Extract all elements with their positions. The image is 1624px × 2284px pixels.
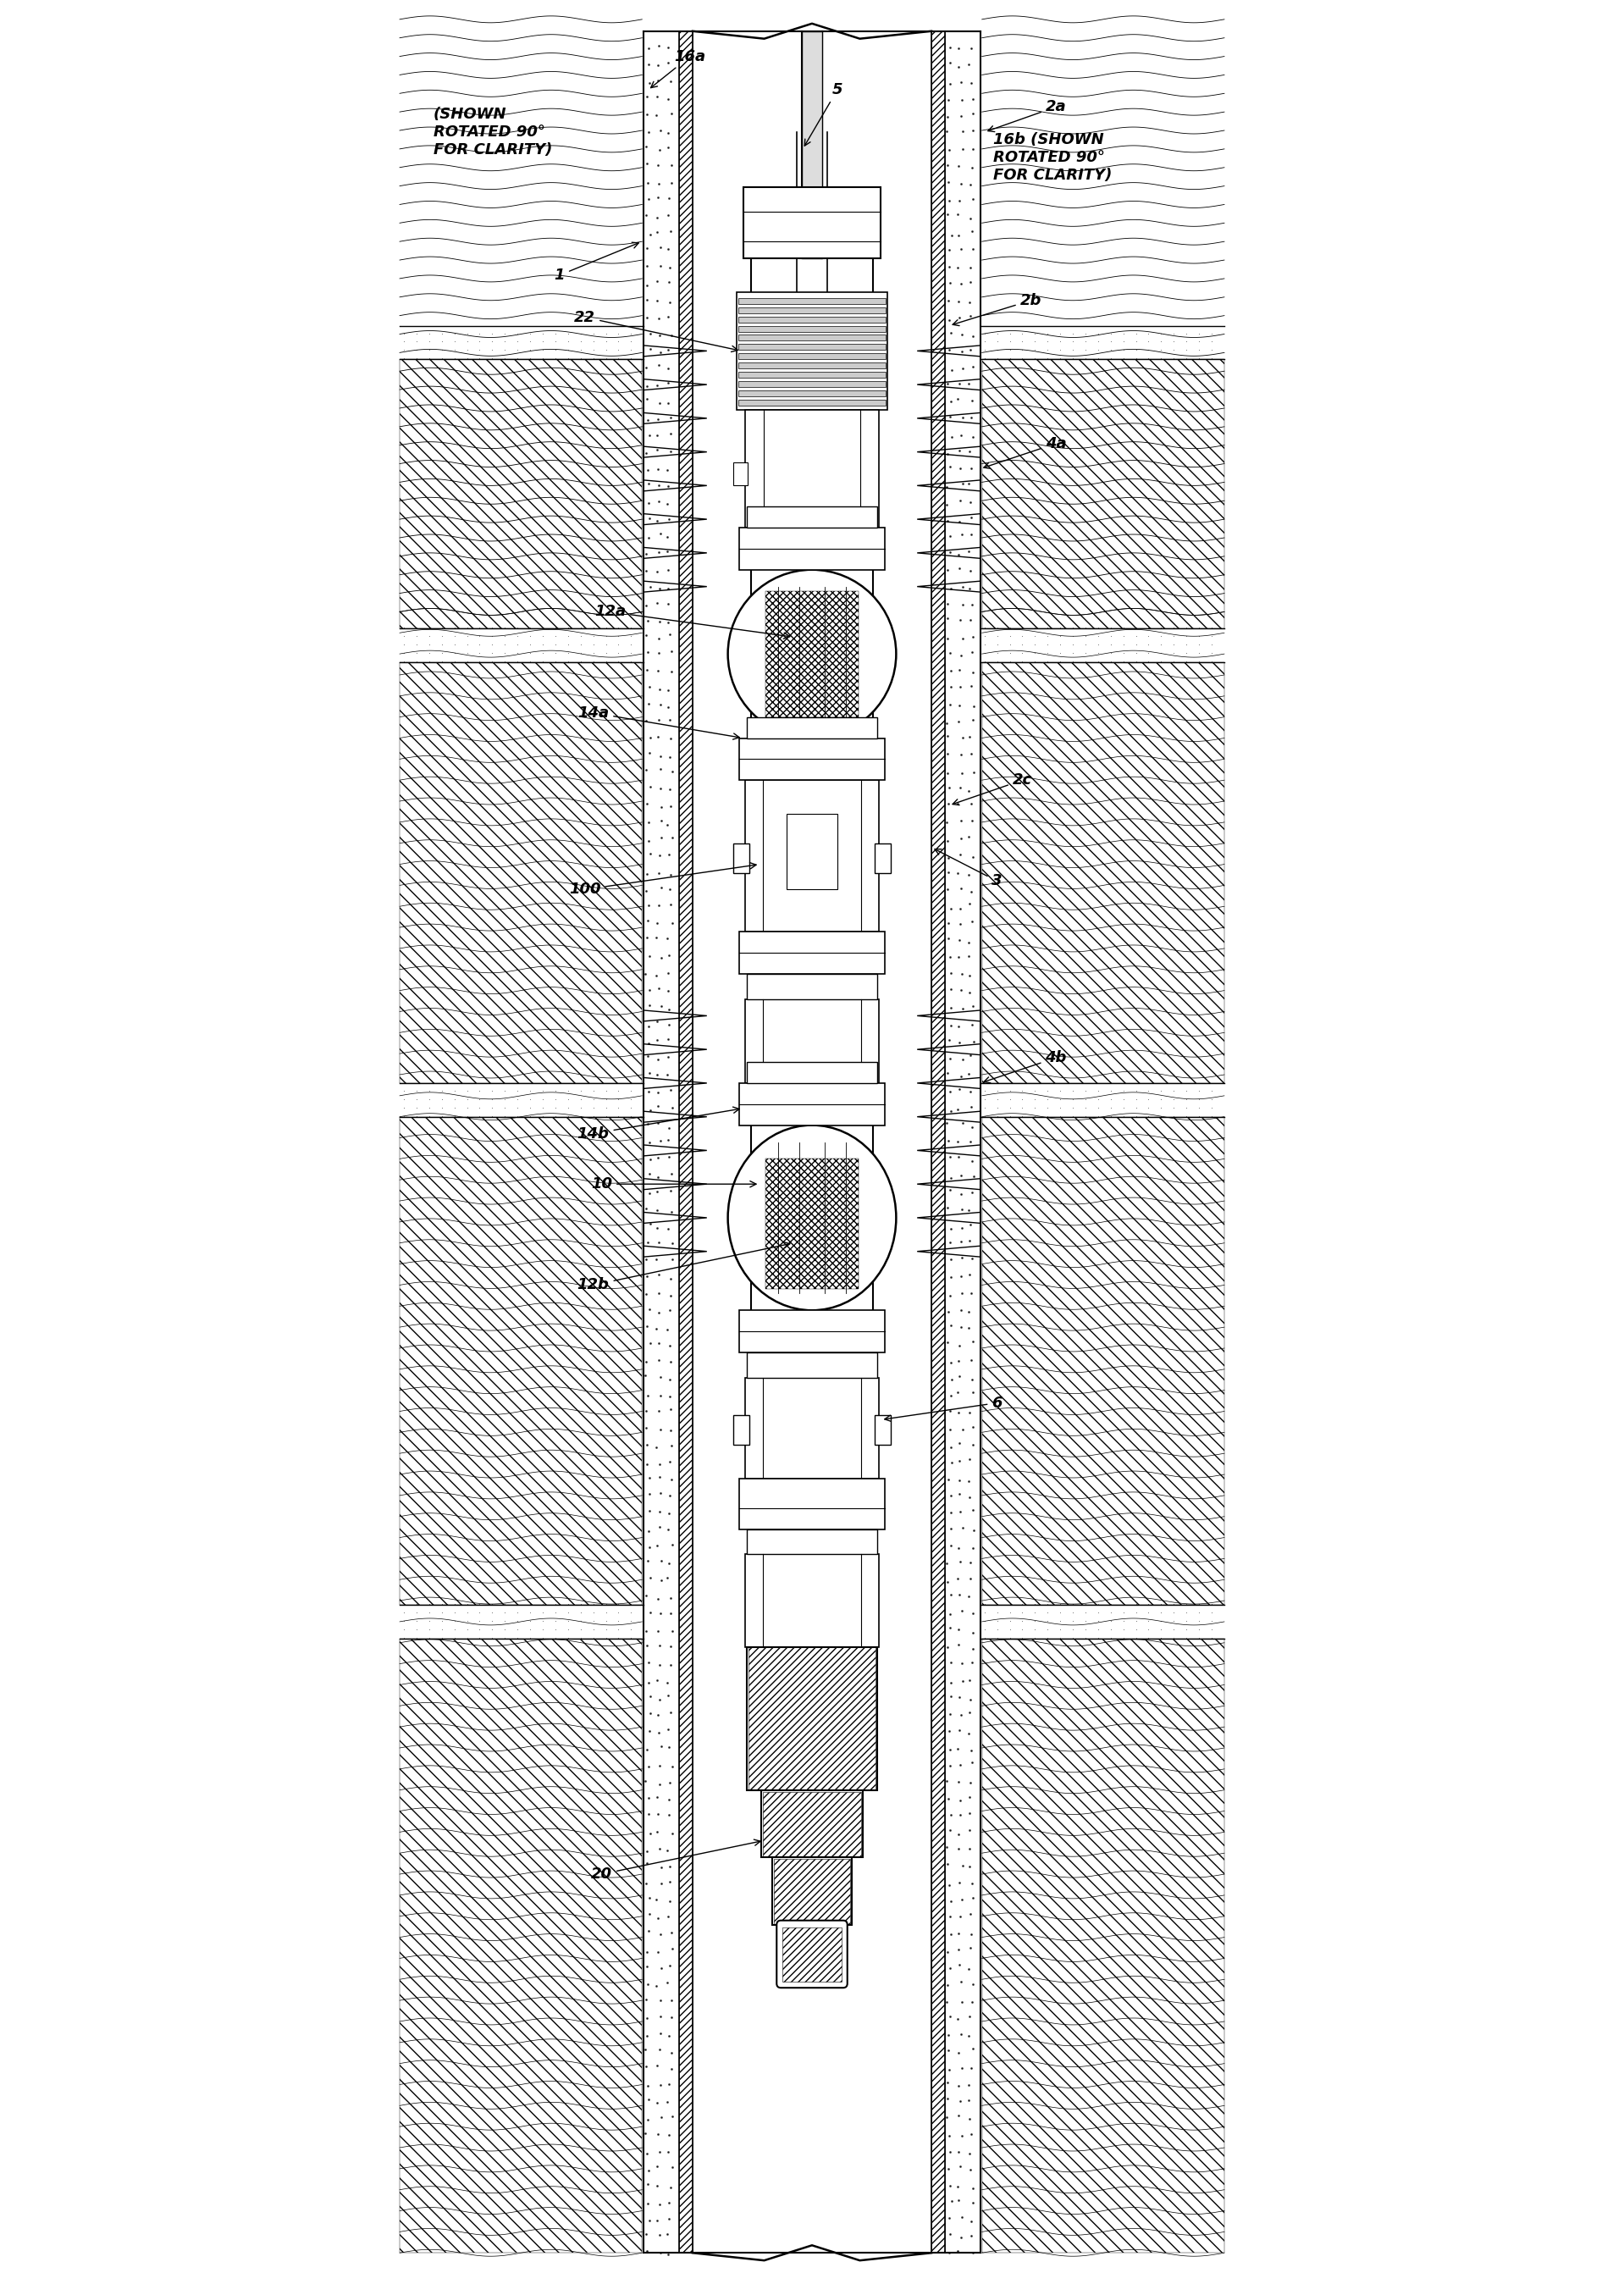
Bar xyxy=(983,359,1224,628)
Bar xyxy=(745,1377,879,1478)
Text: 2c: 2c xyxy=(953,772,1033,804)
Ellipse shape xyxy=(728,569,896,738)
Bar xyxy=(745,998,879,1083)
Bar xyxy=(737,363,887,368)
Bar xyxy=(400,359,641,628)
Text: 2a: 2a xyxy=(987,98,1067,132)
Bar xyxy=(747,1352,877,1377)
Bar xyxy=(786,813,838,888)
Bar xyxy=(739,528,885,569)
Bar xyxy=(739,932,885,973)
Bar xyxy=(737,306,887,313)
Text: (SHOWN
ROTATED 90°
FOR CLARITY): (SHOWN ROTATED 90° FOR CLARITY) xyxy=(434,107,552,158)
Bar xyxy=(745,1555,879,1647)
Bar xyxy=(983,1117,1224,1606)
Bar xyxy=(732,843,750,872)
Text: 12b: 12b xyxy=(577,1242,789,1293)
Bar xyxy=(739,1083,885,1126)
Bar xyxy=(737,327,887,331)
Bar xyxy=(783,1928,841,1983)
Bar xyxy=(737,345,887,349)
Bar xyxy=(400,662,641,1083)
Bar xyxy=(747,1062,877,1083)
Bar xyxy=(732,1416,750,1446)
Text: 10: 10 xyxy=(591,1176,757,1192)
Bar xyxy=(739,1311,885,1352)
Bar xyxy=(737,297,887,304)
Bar xyxy=(737,400,887,407)
Text: 3: 3 xyxy=(935,850,1002,888)
Bar xyxy=(679,32,692,2252)
Bar xyxy=(983,662,1224,1083)
Bar xyxy=(747,1528,877,1555)
Bar xyxy=(732,461,749,486)
Bar xyxy=(400,1117,641,1606)
Text: 20: 20 xyxy=(591,1839,760,1882)
Text: 14b: 14b xyxy=(577,1108,739,1142)
Bar xyxy=(874,843,892,872)
Bar xyxy=(739,738,885,781)
Bar xyxy=(773,1857,851,1925)
Bar xyxy=(767,592,857,717)
Bar xyxy=(744,187,880,258)
Bar xyxy=(745,409,879,528)
Text: 2b: 2b xyxy=(953,292,1041,327)
Bar xyxy=(737,372,887,377)
Text: 6: 6 xyxy=(885,1396,1002,1421)
Bar xyxy=(739,1478,885,1528)
Text: 16b (SHOWN
ROTATED 90°
FOR CLARITY): 16b (SHOWN ROTATED 90° FOR CLARITY) xyxy=(992,132,1112,183)
Bar xyxy=(737,336,887,340)
FancyBboxPatch shape xyxy=(776,1921,848,1987)
Bar xyxy=(737,381,887,386)
Bar xyxy=(747,973,877,998)
Bar xyxy=(874,1416,892,1446)
Bar xyxy=(932,32,945,2252)
Text: 16a: 16a xyxy=(651,48,706,87)
Text: 5: 5 xyxy=(804,82,843,146)
Bar xyxy=(802,32,822,258)
Text: 4b: 4b xyxy=(984,1051,1067,1083)
Bar xyxy=(400,1638,641,2252)
Text: 22: 22 xyxy=(575,311,737,352)
Bar xyxy=(737,391,887,397)
Bar xyxy=(762,1791,862,1857)
Text: 100: 100 xyxy=(568,863,757,898)
Text: 1: 1 xyxy=(554,242,638,283)
Bar xyxy=(737,317,887,322)
Bar xyxy=(747,717,877,738)
Bar xyxy=(763,1791,861,1857)
Text: 14a: 14a xyxy=(578,706,739,740)
Text: 12a: 12a xyxy=(594,605,789,640)
Bar xyxy=(737,354,887,359)
Text: 4a: 4a xyxy=(984,436,1067,468)
Ellipse shape xyxy=(728,1126,896,1311)
Bar xyxy=(747,507,877,528)
Bar xyxy=(749,1647,875,1791)
Bar xyxy=(775,1859,849,1925)
Bar xyxy=(767,1158,857,1288)
Bar xyxy=(983,1638,1224,2252)
Bar xyxy=(736,292,888,409)
Bar xyxy=(745,781,879,932)
Bar xyxy=(747,1647,877,1791)
